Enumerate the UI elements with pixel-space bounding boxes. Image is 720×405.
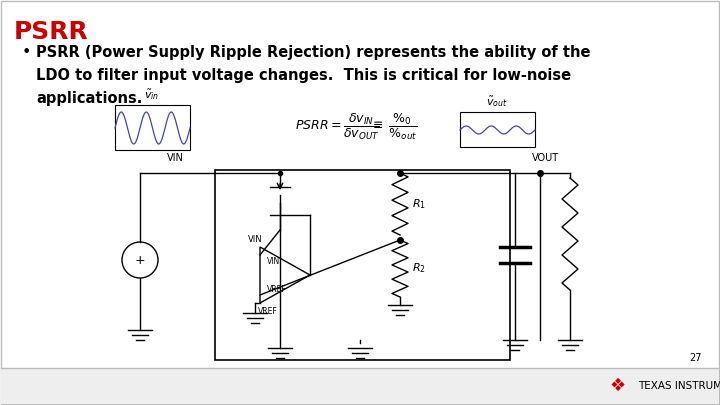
Text: VIN: VIN: [248, 235, 263, 245]
Text: 27: 27: [689, 353, 701, 363]
Text: VOUT: VOUT: [531, 153, 559, 163]
Text: •: •: [22, 45, 32, 60]
Text: +: +: [135, 254, 145, 266]
Text: VREF: VREF: [267, 284, 287, 294]
Bar: [215, 170, 510, 360]
Text: applications.: applications.: [36, 91, 143, 106]
Text: VIN: VIN: [267, 256, 280, 266]
Text: $PSRR = \dfrac{\delta v_{IN}}{\delta v_{OUT}}$: $PSRR = \dfrac{\delta v_{IN}}{\delta v_{…: [295, 112, 379, 142]
Text: ❖: ❖: [610, 377, 626, 395]
Text: $\tilde{v}_{in}$: $\tilde{v}_{in}$: [145, 87, 160, 102]
Text: $\equiv \; \dfrac{\%_0}{\%_{out}}$: $\equiv \; \dfrac{\%_0}{\%_{out}}$: [370, 112, 418, 142]
Bar: [460, 112, 535, 147]
Text: $R_2$: $R_2$: [412, 262, 426, 275]
Text: $R_1$: $R_1$: [412, 197, 426, 211]
Bar: [115, 105, 190, 150]
Text: LDO to filter input voltage changes.  This is critical for low-noise: LDO to filter input voltage changes. Thi…: [36, 68, 571, 83]
Text: PSRR: PSRR: [14, 20, 89, 44]
Text: $\tilde{v}_{out}$: $\tilde{v}_{out}$: [486, 94, 508, 109]
Text: PSRR (Power Supply Ripple Rejection) represents the ability of the: PSRR (Power Supply Ripple Rejection) rep…: [36, 45, 590, 60]
Text: TEXAS INSTRUMENTS: TEXAS INSTRUMENTS: [638, 381, 720, 391]
Text: VREF: VREF: [258, 307, 278, 316]
Text: VIN: VIN: [166, 153, 184, 163]
Bar: [1, 368, 719, 404]
